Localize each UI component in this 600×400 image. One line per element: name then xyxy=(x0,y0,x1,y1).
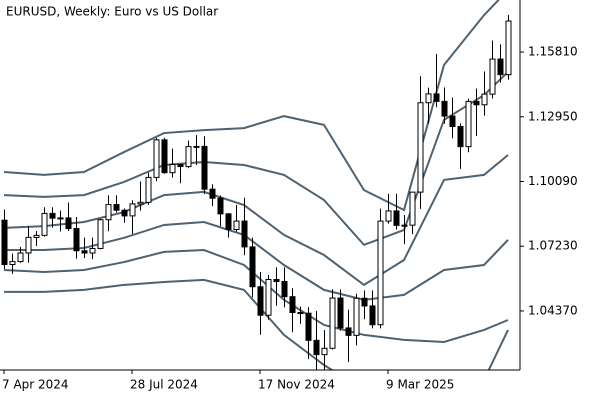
candle-body xyxy=(465,100,472,148)
candle-body xyxy=(361,297,368,307)
candle-body xyxy=(441,100,448,117)
candle-body xyxy=(297,312,304,315)
candle-body xyxy=(273,278,280,283)
band-line xyxy=(3,0,500,212)
candle-body xyxy=(121,209,128,217)
candle-body xyxy=(377,220,384,326)
candle-body xyxy=(289,296,296,314)
candle-body xyxy=(209,188,216,199)
candle-body xyxy=(481,93,488,106)
candle-body xyxy=(305,312,312,341)
candle-body xyxy=(73,228,80,252)
candle-body xyxy=(105,204,112,221)
candle-body xyxy=(1,219,8,266)
candle-body xyxy=(321,347,328,356)
chart-title: EURUSD, Weekly: Euro vs US Dollar xyxy=(6,5,218,19)
candle-body xyxy=(497,58,504,76)
candle-body xyxy=(313,339,320,356)
candle-body xyxy=(185,146,192,168)
candle-body xyxy=(161,139,168,174)
candle-body xyxy=(385,210,392,222)
candle-body xyxy=(457,126,464,148)
candle-body xyxy=(265,278,272,316)
y-tick-label: 1.07230 xyxy=(528,239,578,253)
candle-body xyxy=(177,164,184,168)
candle-body xyxy=(345,327,352,336)
candle-body xyxy=(129,203,136,217)
candle-body xyxy=(113,204,120,211)
candle-body xyxy=(489,58,496,95)
plot-area xyxy=(1,0,512,370)
band-line xyxy=(3,249,509,343)
candle-body xyxy=(449,115,456,128)
candle-body xyxy=(329,297,336,349)
candle-body xyxy=(41,212,48,236)
candle-body xyxy=(57,217,64,220)
candle-body xyxy=(257,286,264,316)
x-tick-label: 7 Apr 2024 xyxy=(2,378,69,392)
candle-body xyxy=(433,93,440,102)
candle-body xyxy=(169,164,176,174)
candle-body xyxy=(233,220,240,230)
candle-body xyxy=(25,236,32,254)
candle-body xyxy=(145,176,152,203)
candle-body xyxy=(401,224,408,227)
band-line xyxy=(4,278,509,370)
candle-body xyxy=(241,220,248,248)
candle-body xyxy=(337,297,344,329)
candle-body xyxy=(97,219,104,249)
candle-body xyxy=(137,201,144,205)
band-line xyxy=(3,71,509,247)
x-tick-label: 9 Mar 2025 xyxy=(386,378,454,392)
candle-body xyxy=(473,100,480,106)
candle-body xyxy=(65,217,72,230)
candle-body xyxy=(17,252,24,263)
x-tick-label: 28 Jul 2024 xyxy=(130,378,198,392)
candle-body xyxy=(369,305,376,326)
y-tick-label: 1.04370 xyxy=(528,303,578,317)
y-tick-label: 1.12950 xyxy=(528,109,578,123)
band-line xyxy=(3,154,509,287)
candle-body xyxy=(393,210,400,226)
candle-body xyxy=(425,93,432,104)
x-tick-label: 17 Nov 2024 xyxy=(258,378,335,392)
candle-body xyxy=(201,145,208,190)
candle-body xyxy=(9,261,16,266)
candle-body xyxy=(417,102,424,193)
y-tick-label: 1.10090 xyxy=(528,174,578,188)
candle-body xyxy=(49,212,56,219)
candle-body xyxy=(281,281,288,298)
candle-body xyxy=(409,191,416,226)
candle-body xyxy=(249,246,256,288)
y-tick-label: 1.15810 xyxy=(528,45,578,59)
band-line xyxy=(4,220,509,301)
candle-body xyxy=(225,213,232,230)
candle-body xyxy=(193,145,200,148)
candle-body xyxy=(89,247,96,254)
candle-body xyxy=(353,297,360,336)
candle-body xyxy=(217,197,224,215)
candle-body xyxy=(153,139,160,178)
candle-body xyxy=(505,20,512,76)
candle-body xyxy=(81,250,88,254)
candle-body xyxy=(33,234,40,238)
